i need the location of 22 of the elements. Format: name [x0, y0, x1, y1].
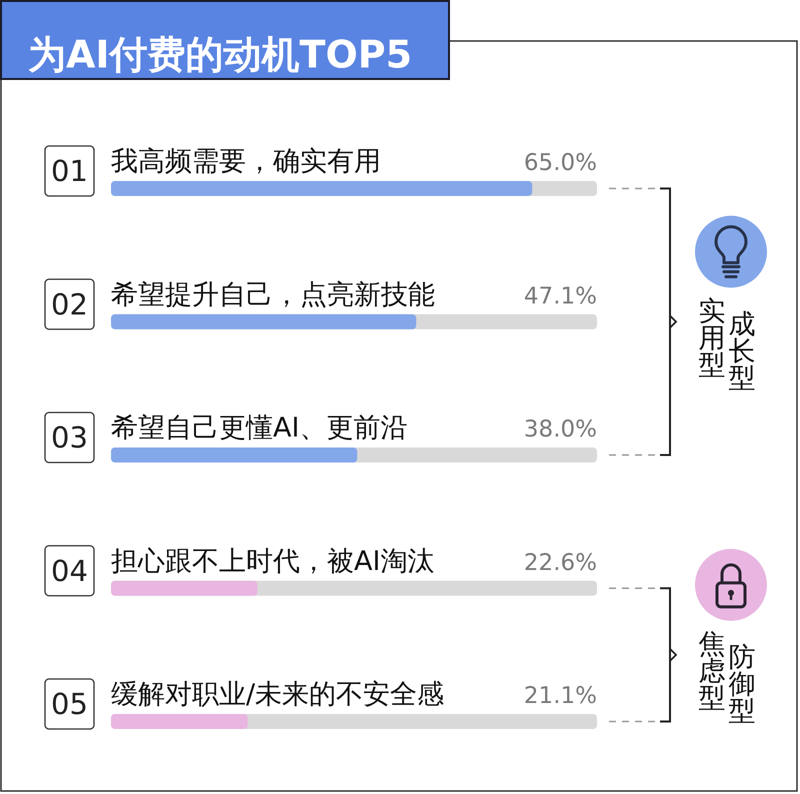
data-label: 22.6%: [524, 550, 597, 576]
text: 04: [51, 554, 88, 588]
text: 01: [51, 154, 88, 188]
text: 焦虑型: [698, 628, 726, 714]
y-tick-label: 缓解对职业/未来的不安全感: [111, 679, 444, 710]
text: 02: [51, 287, 88, 322]
text: 05: [51, 687, 88, 722]
y-tick-label: 担心跟不上时代，被AI淘汰: [111, 546, 434, 577]
text: 03: [51, 420, 88, 455]
text: 成长型: [728, 308, 756, 394]
text: 实用型: [698, 296, 726, 381]
data-label: 47.1%: [524, 283, 597, 310]
y-tick-label: 希望提升自己，点亮新技能: [111, 279, 435, 310]
data-label: 65.0%: [524, 150, 597, 176]
data-label: 38.0%: [524, 416, 597, 442]
text: 防御型: [728, 642, 756, 727]
data-label: 21.1%: [524, 683, 597, 709]
bar: [111, 580, 258, 596]
bar: [111, 714, 248, 729]
chart-title: 为AI付费的动机TOP5: [28, 32, 412, 76]
y-tick-label: 我高频需要，确实有用: [111, 146, 381, 177]
y-tick-label: 希望自己更懂AI、更前沿: [111, 412, 408, 444]
